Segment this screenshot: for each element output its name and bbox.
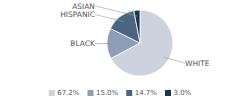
- leader-line: [163, 57, 185, 63]
- legend-label: 15.0%: [96, 89, 119, 97]
- legend-label: 3.0%: [173, 89, 191, 97]
- legend-swatch: [126, 90, 132, 96]
- legend: 67.2% 15.0% 14.7% 3.0%: [49, 89, 192, 97]
- legend-swatch: [165, 90, 171, 96]
- chart: ASIANHISPANICBLACKWHITE67.2%15.0%14.7%3.…: [0, 0, 240, 100]
- slice-label: WHITE: [185, 59, 210, 68]
- legend-swatch: [87, 90, 93, 96]
- pie-slice: [134, 10, 140, 43]
- legend-label: 14.7%: [135, 89, 158, 97]
- leader-line: [95, 15, 124, 22]
- slice-label: HISPANIC: [60, 10, 95, 19]
- legend-swatch: [49, 90, 55, 96]
- leader-line: [95, 43, 113, 44]
- leader-line: [95, 6, 137, 16]
- legend-label: 67.2%: [57, 89, 80, 97]
- slice-label: BLACK: [70, 39, 96, 48]
